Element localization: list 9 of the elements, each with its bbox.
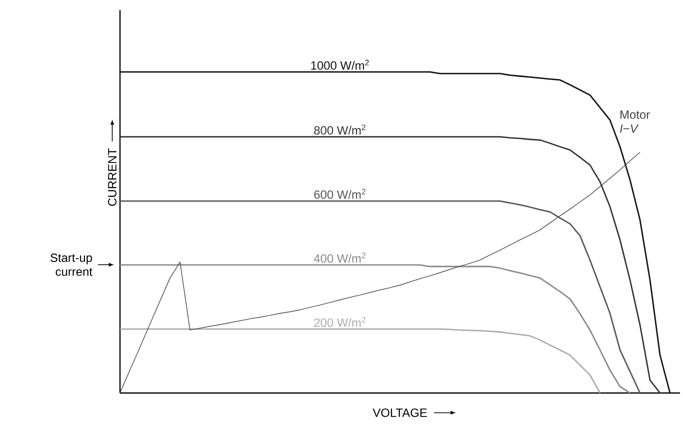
series-label: 1000 W/m$^{2}$ — [311, 60, 369, 70]
series-label: 800 W/m$^{2}$ — [314, 124, 366, 135]
text: Start-up current — [50, 253, 92, 276]
series-label: 400 W/m$^{2}$ — [314, 252, 366, 263]
series-label: 200 W/m$^{2}$ — [314, 316, 366, 327]
series-label: 600 W/m$^{2}$ — [314, 188, 366, 199]
y-axis-title: CURRENT — [108, 148, 116, 206]
series-label: Motor I−V — [620, 110, 650, 133]
x-axis-title: VOLTAGE — [372, 408, 427, 417]
